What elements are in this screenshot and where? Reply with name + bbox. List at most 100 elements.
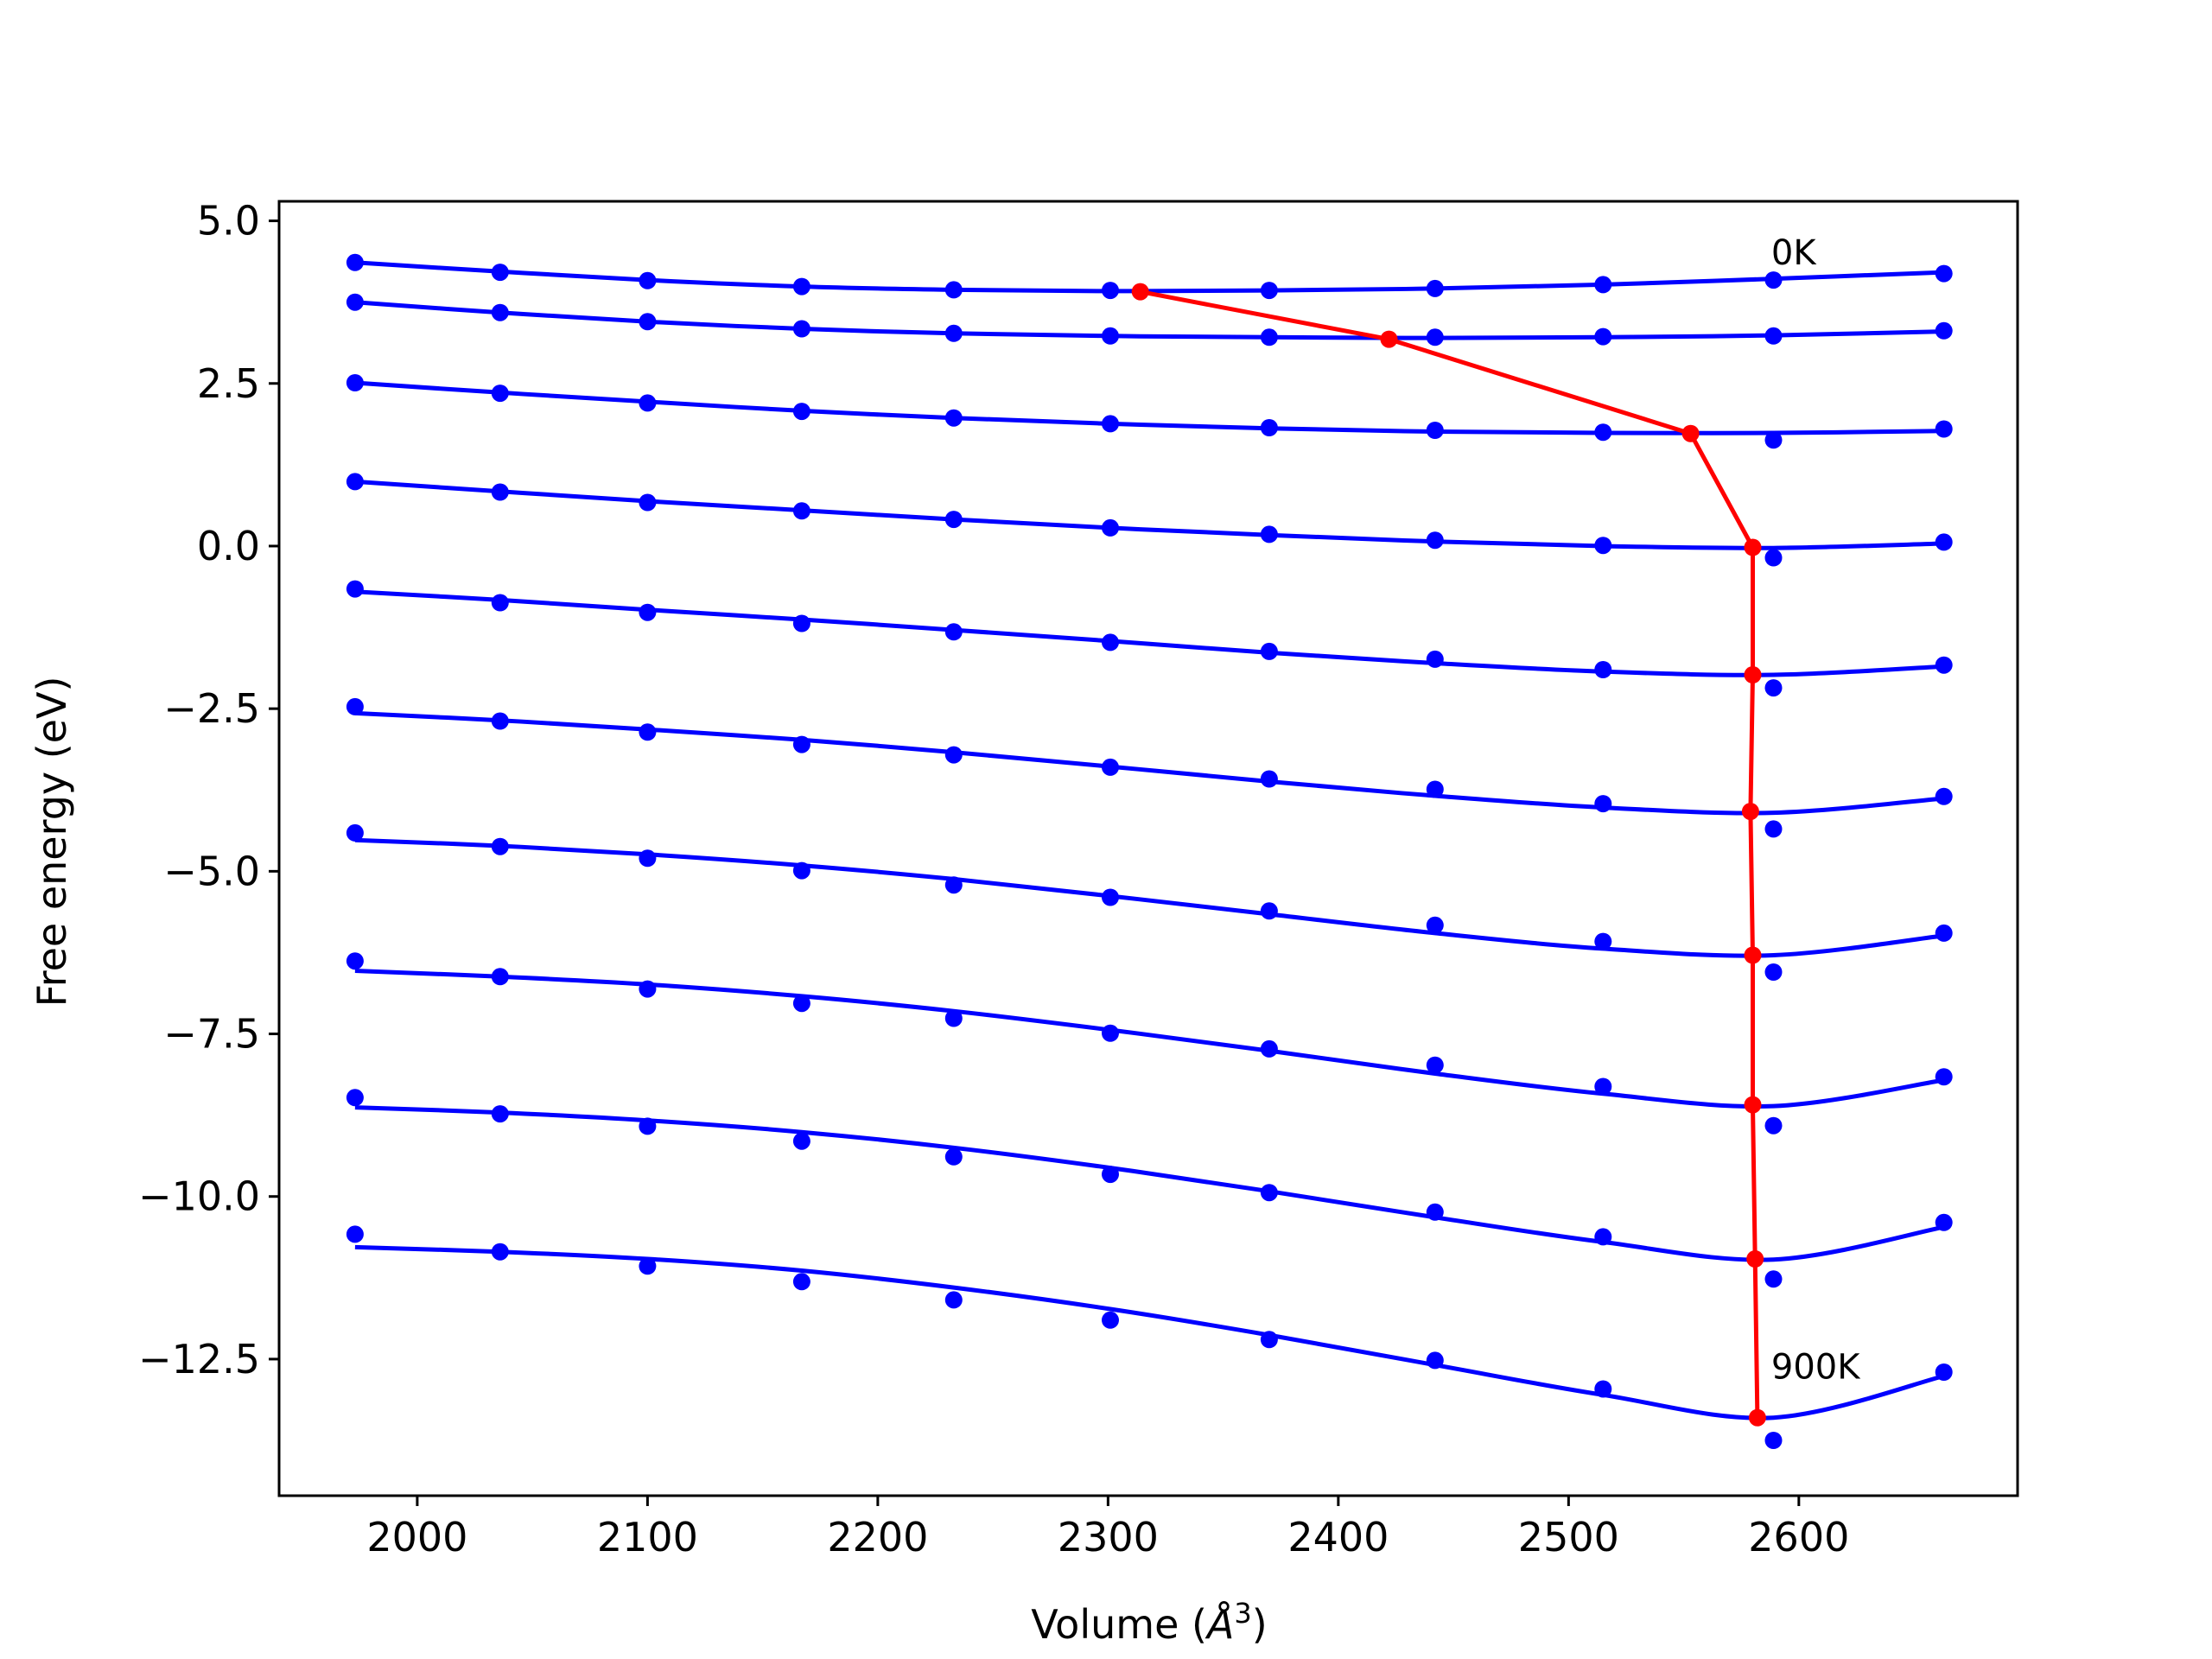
data-point — [1260, 1039, 1278, 1058]
data-point — [1764, 327, 1783, 345]
data-point — [491, 712, 509, 730]
data-point — [1102, 327, 1119, 345]
data-point — [346, 1089, 364, 1107]
data-point — [346, 697, 364, 715]
data-point — [639, 723, 657, 741]
data-point — [792, 735, 810, 753]
y-tick-label: 2.5 — [197, 360, 260, 407]
series-6 — [346, 823, 1953, 981]
minima-point — [1744, 946, 1762, 964]
data-point — [491, 594, 509, 612]
data-point — [491, 968, 509, 986]
temperature-annotation: 900K — [1771, 1348, 1861, 1388]
minima-point — [1744, 538, 1762, 556]
data-point — [1594, 423, 1612, 442]
data-point — [792, 995, 810, 1013]
minima-point — [1741, 803, 1759, 821]
data-point — [1260, 328, 1278, 346]
data-point — [346, 580, 364, 598]
data-point — [346, 473, 364, 491]
data-point — [1426, 279, 1444, 297]
minima-point — [1748, 1408, 1766, 1427]
data-point — [1260, 525, 1278, 543]
data-point — [1102, 1311, 1119, 1329]
y-tick-label: −2.5 — [163, 685, 260, 732]
data-point — [1594, 276, 1612, 294]
data-point — [346, 374, 364, 391]
data-point — [1102, 1024, 1119, 1042]
data-point — [944, 746, 963, 764]
data-point — [1260, 419, 1278, 436]
data-point — [639, 980, 657, 998]
data-point — [1935, 321, 1953, 340]
series-1 — [346, 293, 1953, 346]
data-point — [1935, 787, 1953, 805]
series-4 — [346, 580, 1953, 697]
data-point — [346, 293, 364, 311]
data-point — [1594, 661, 1612, 678]
data-point — [1426, 1056, 1444, 1074]
data-point — [792, 277, 810, 296]
data-point — [1594, 1228, 1612, 1246]
data-point — [1426, 531, 1444, 550]
data-point — [792, 1132, 810, 1150]
temperature-annotation: 0K — [1771, 233, 1817, 273]
x-tick-label: 2400 — [1287, 1514, 1389, 1560]
series-5 — [346, 697, 1953, 838]
data-point — [1102, 633, 1119, 652]
data-point — [1594, 795, 1612, 813]
y-tick-label: −12.5 — [138, 1336, 260, 1382]
y-tick-label: −5.0 — [163, 848, 260, 894]
minima-point — [1380, 330, 1398, 348]
data-point — [1426, 780, 1444, 798]
series-2 — [346, 374, 1953, 449]
data-point — [1102, 282, 1119, 300]
data-point — [491, 837, 509, 855]
data-point — [792, 502, 810, 520]
data-point — [944, 281, 963, 299]
data-point — [1426, 422, 1444, 439]
data-point — [639, 849, 657, 868]
data-point — [491, 303, 509, 321]
minima-point — [1744, 1096, 1762, 1114]
data-point — [1426, 1351, 1444, 1370]
data-point — [639, 1117, 657, 1135]
data-point — [491, 483, 509, 501]
data-point — [1935, 533, 1953, 551]
data-point — [944, 511, 963, 529]
plot-frame — [277, 200, 2019, 1497]
x-axis-label: Volume (Å3) — [1031, 1597, 1267, 1648]
data-point — [792, 320, 810, 338]
data-point — [1764, 679, 1783, 697]
data-point — [792, 403, 810, 421]
data-point — [1426, 1203, 1444, 1221]
annotation-layer: 0K 900K — [1771, 233, 1861, 1388]
data-point — [944, 324, 963, 342]
x-tick-label: 2500 — [1518, 1514, 1619, 1560]
data-point — [491, 1243, 509, 1261]
minima-point — [1744, 666, 1762, 683]
data-point — [1764, 1432, 1783, 1449]
data-point — [792, 614, 810, 632]
data-point — [1764, 963, 1783, 981]
data-point — [1935, 656, 1953, 674]
data-point — [1764, 549, 1783, 567]
y-tick-label: −7.5 — [163, 1011, 260, 1058]
minima-layer — [1131, 283, 1766, 1427]
data-point — [1594, 1077, 1612, 1096]
data-point — [491, 385, 509, 403]
data-point — [1426, 916, 1444, 934]
data-point — [1260, 1184, 1278, 1202]
axes-layer: 2000 2100 2200 2300 2400 2500 2600 5.0 2.5 0.0 −2.… — [138, 198, 2019, 1560]
data-point — [1935, 1363, 1953, 1381]
data-point — [792, 861, 810, 880]
data-point — [944, 409, 963, 427]
data-point — [1764, 1116, 1783, 1135]
data-point — [944, 623, 963, 641]
x-tick-label: 2300 — [1058, 1514, 1159, 1560]
y-tick-label: 5.0 — [197, 198, 260, 245]
data-point — [944, 876, 963, 894]
data-point — [1764, 1270, 1783, 1288]
fit-curve-9 — [354, 1244, 1945, 1421]
data-point — [1764, 431, 1783, 449]
